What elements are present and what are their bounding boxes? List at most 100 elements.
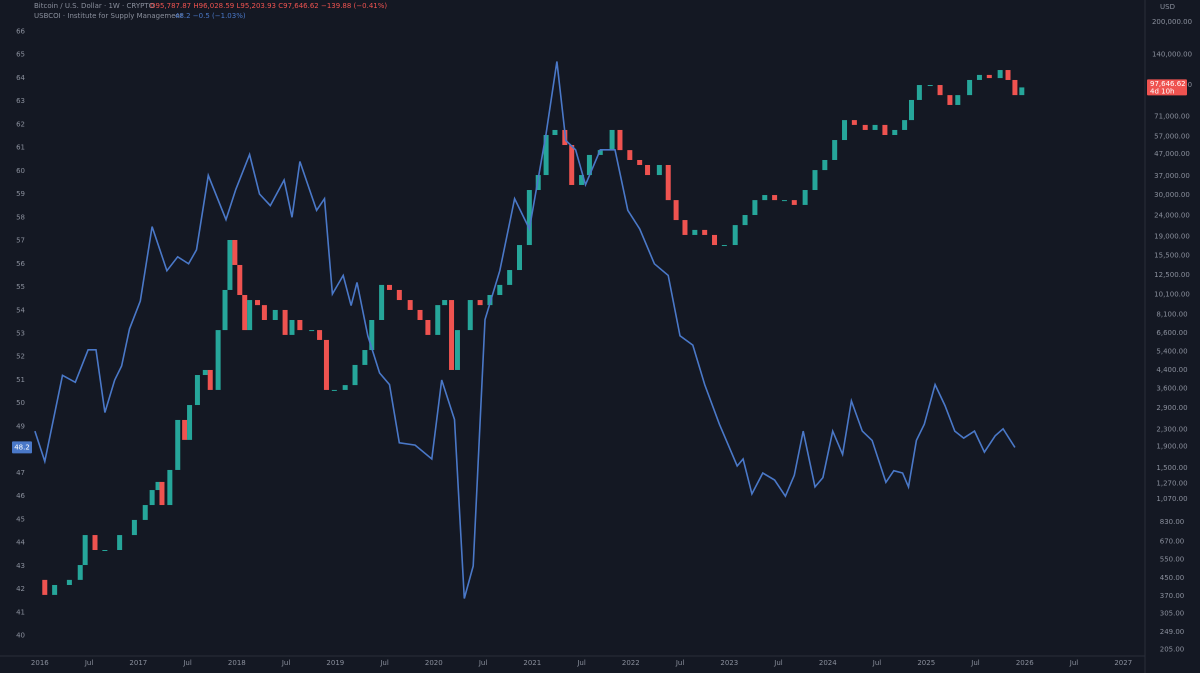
x-tick-label: Jul [773, 659, 783, 667]
candle [908, 99, 914, 121]
y2-tick-label: 47,000.00 [1154, 150, 1190, 158]
candle [967, 79, 973, 96]
candle [261, 305, 267, 321]
candle [77, 565, 83, 580]
countdown: 4d 10h [1150, 87, 1174, 95]
y-tick-label: 59 [16, 190, 25, 198]
x-tick-label: 2016 [31, 659, 49, 667]
candle [791, 200, 797, 205]
y-tick-label: 64 [16, 74, 25, 82]
candle [569, 145, 575, 185]
candle [586, 154, 592, 176]
y-tick-label: 50 [16, 399, 25, 407]
candle [955, 95, 961, 105]
x-tick-label: 2026 [1016, 659, 1034, 667]
candle [477, 300, 483, 306]
y2-tick-label: 8,100.00 [1156, 310, 1187, 318]
y-tick-label: 44 [16, 539, 25, 547]
candle [131, 519, 137, 536]
y-tick-label: 51 [16, 376, 25, 384]
candle [352, 364, 358, 386]
ism-badge-text: 48.2 [14, 443, 30, 451]
candle [892, 129, 898, 136]
candle [851, 120, 857, 125]
y2-tick-label: 1,500.00 [1156, 464, 1187, 472]
candle [902, 120, 908, 130]
y-tick-label: 63 [16, 97, 25, 105]
candle [1019, 87, 1025, 96]
x-tick-label: 2018 [228, 659, 246, 667]
y-tick-label: 58 [16, 213, 25, 221]
y-tick-label: 56 [16, 260, 25, 268]
candle [986, 74, 992, 79]
candle [762, 195, 768, 201]
candle [882, 124, 888, 136]
y2-tick-label: 205.00 [1160, 646, 1185, 654]
x-tick-label: Jul [182, 659, 192, 667]
x-tick-label: Jul [84, 659, 94, 667]
ism-badge [12, 441, 32, 454]
candle [842, 120, 848, 141]
candle [297, 320, 303, 331]
y-tick-label: 40 [16, 632, 25, 640]
y-tick-label: 54 [16, 306, 25, 314]
candle [812, 170, 818, 191]
candle [52, 584, 58, 595]
candle [155, 481, 161, 491]
y2-tick-label: 370.00 [1160, 592, 1185, 600]
y2-tick-label: 5,400.00 [1156, 347, 1187, 355]
y2-tick-label: 305.00 [1160, 610, 1185, 618]
candle [862, 124, 868, 130]
x-tick-label: 2017 [129, 659, 147, 667]
candle [289, 320, 295, 335]
candle [497, 284, 503, 296]
candle [142, 505, 148, 520]
candle [832, 140, 838, 160]
candle [781, 200, 787, 202]
x-tick-label: 2022 [622, 659, 640, 667]
candle [712, 234, 718, 246]
candle [772, 195, 778, 201]
x-tick-label: 2027 [1114, 659, 1132, 667]
candle [425, 320, 431, 335]
candle [159, 481, 165, 506]
y2-tick-label: 249.00 [1160, 628, 1185, 636]
candle [227, 239, 233, 290]
x-tick-label: 2023 [720, 659, 738, 667]
candle [435, 305, 441, 335]
x-tick-label: Jul [478, 659, 488, 667]
y2-tick-label: 2,300.00 [1156, 425, 1187, 433]
candle [802, 190, 808, 205]
candle [379, 284, 385, 321]
candle [721, 245, 727, 247]
candle [282, 309, 288, 335]
candle [92, 535, 98, 551]
y2-tick-label: 140,000.00 [1152, 51, 1192, 59]
candle [331, 389, 337, 391]
y2-tick-label: 10,100.00 [1154, 290, 1190, 298]
candle [167, 469, 173, 506]
candle [517, 245, 523, 271]
price-badge [1147, 79, 1187, 96]
candle [194, 375, 200, 406]
candle [362, 350, 368, 365]
x-tick-label: 2025 [917, 659, 935, 667]
candle [187, 405, 193, 440]
candle [323, 339, 329, 390]
y2-tick-label: 1,070.00 [1156, 495, 1187, 503]
y2-tick-label: 450.00 [1160, 574, 1185, 582]
candle [386, 284, 392, 290]
candle [396, 289, 402, 301]
x-tick-label: 2019 [326, 659, 344, 667]
candle [927, 85, 933, 87]
candle [202, 369, 208, 376]
candle [872, 124, 878, 130]
candle [692, 229, 698, 235]
candle [822, 159, 828, 171]
y-tick-label: 55 [16, 283, 25, 291]
candle [222, 289, 228, 331]
candle [449, 300, 455, 370]
candle [175, 419, 181, 470]
candle [149, 490, 155, 506]
